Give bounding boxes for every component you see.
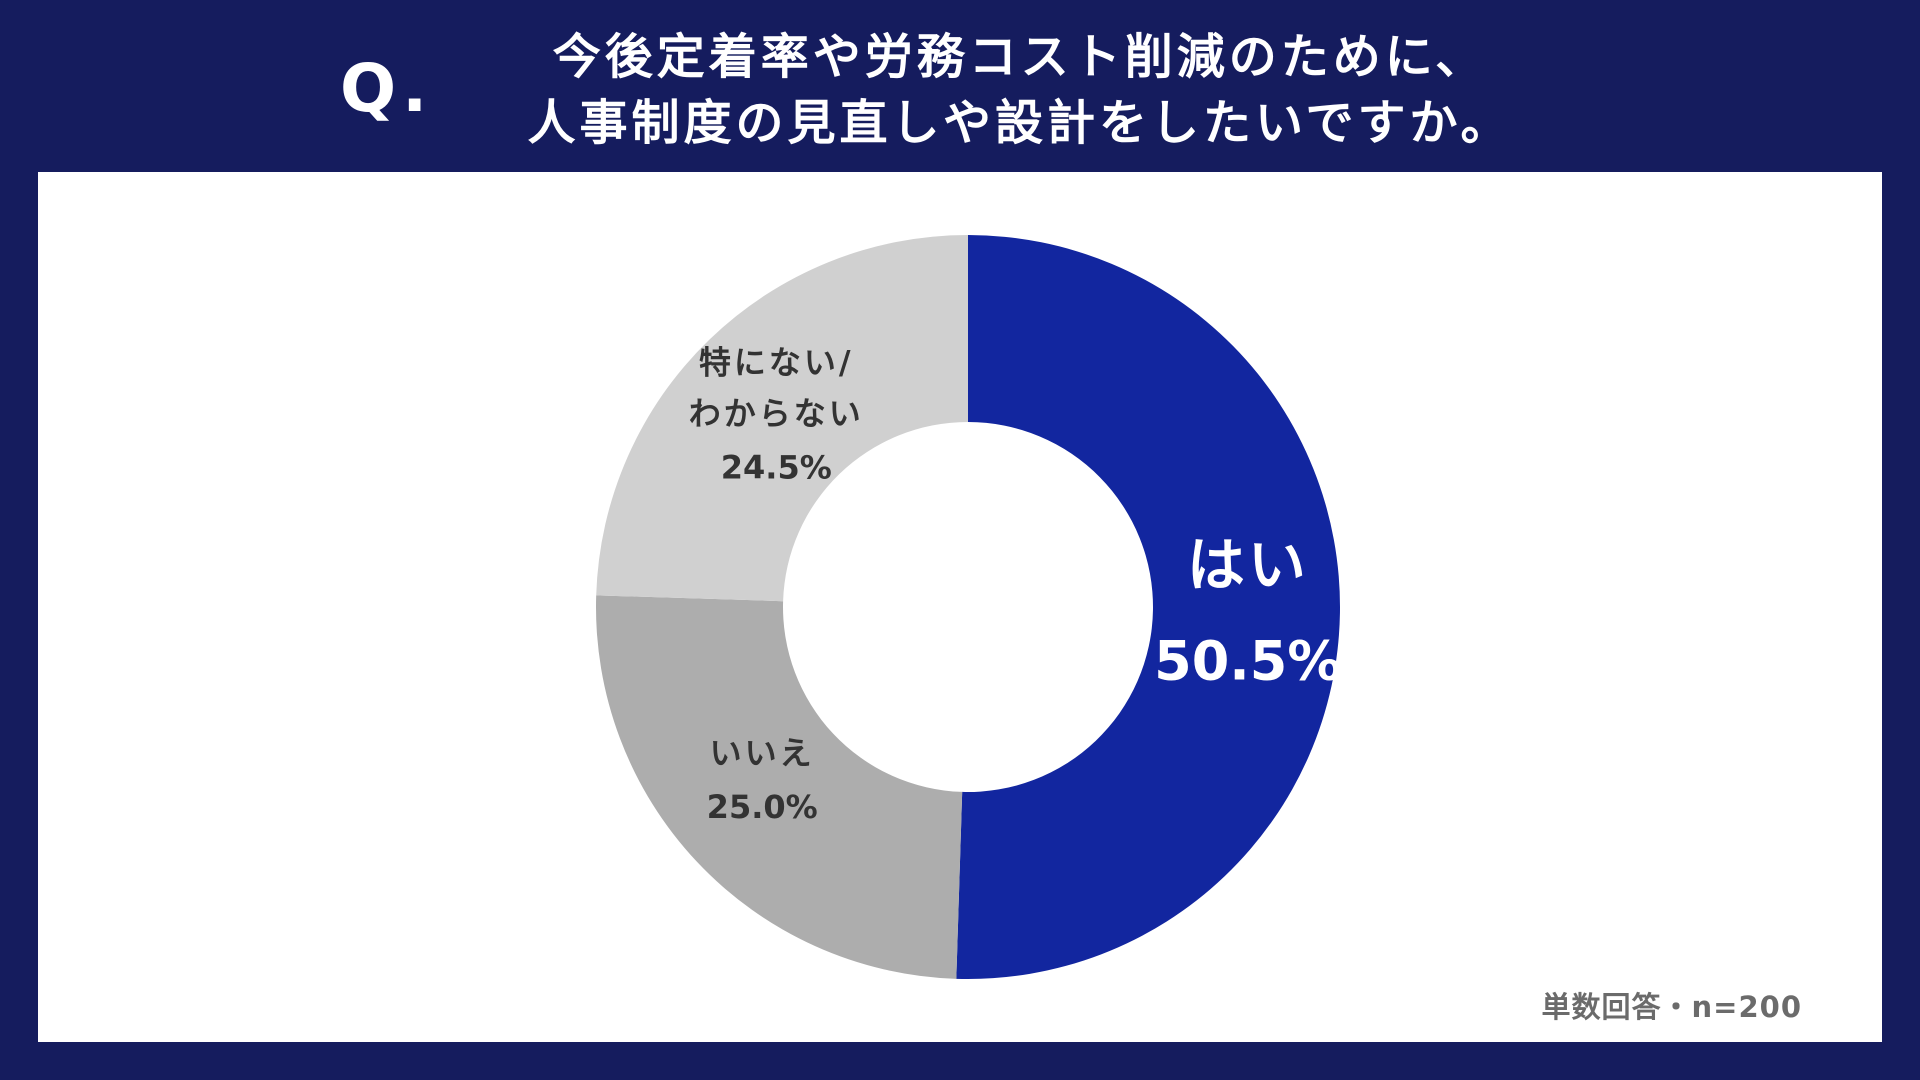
slice-value-1: 50.5%: [1154, 630, 1341, 693]
slice-label-2: いいえ: [710, 734, 815, 772]
question-line-2: 人事制度の見直しや設計をしたいですか。: [527, 95, 1513, 151]
slice-label-3: 特にない/: [699, 343, 854, 381]
slice-label-3: わからない: [689, 395, 864, 433]
chart-panel: はい 50.5% いいえ 25.0% 特にない/わからない 24.5% 単数回答・n=20…: [38, 172, 1882, 1042]
header: Q. 今後定着率や労務コスト削減のために、 人事制度の見直しや設計をしたいですか…: [0, 0, 1920, 170]
question-text: 今後定着率や労務コスト削減のために、 人事制度の見直しや設計をしたいですか。: [470, 24, 1570, 156]
donut-chart: はい 50.5% いいえ 25.0% 特にない/わからない 24.5%: [596, 235, 1341, 979]
slice-value-2: 25.0%: [707, 788, 818, 826]
question-line-1: 今後定着率や労務コスト削減のために、: [552, 29, 1488, 85]
donut-slice-3: [596, 235, 968, 602]
question-mark: Q.: [340, 50, 434, 127]
donut-slice-2: [596, 595, 963, 979]
slice-value-3: 24.5%: [721, 449, 832, 487]
sample-footnote: 単数回答・n=200: [1541, 990, 1802, 1024]
slice-label-1: はい: [1187, 531, 1309, 599]
donut-slice-1: [956, 235, 1340, 979]
